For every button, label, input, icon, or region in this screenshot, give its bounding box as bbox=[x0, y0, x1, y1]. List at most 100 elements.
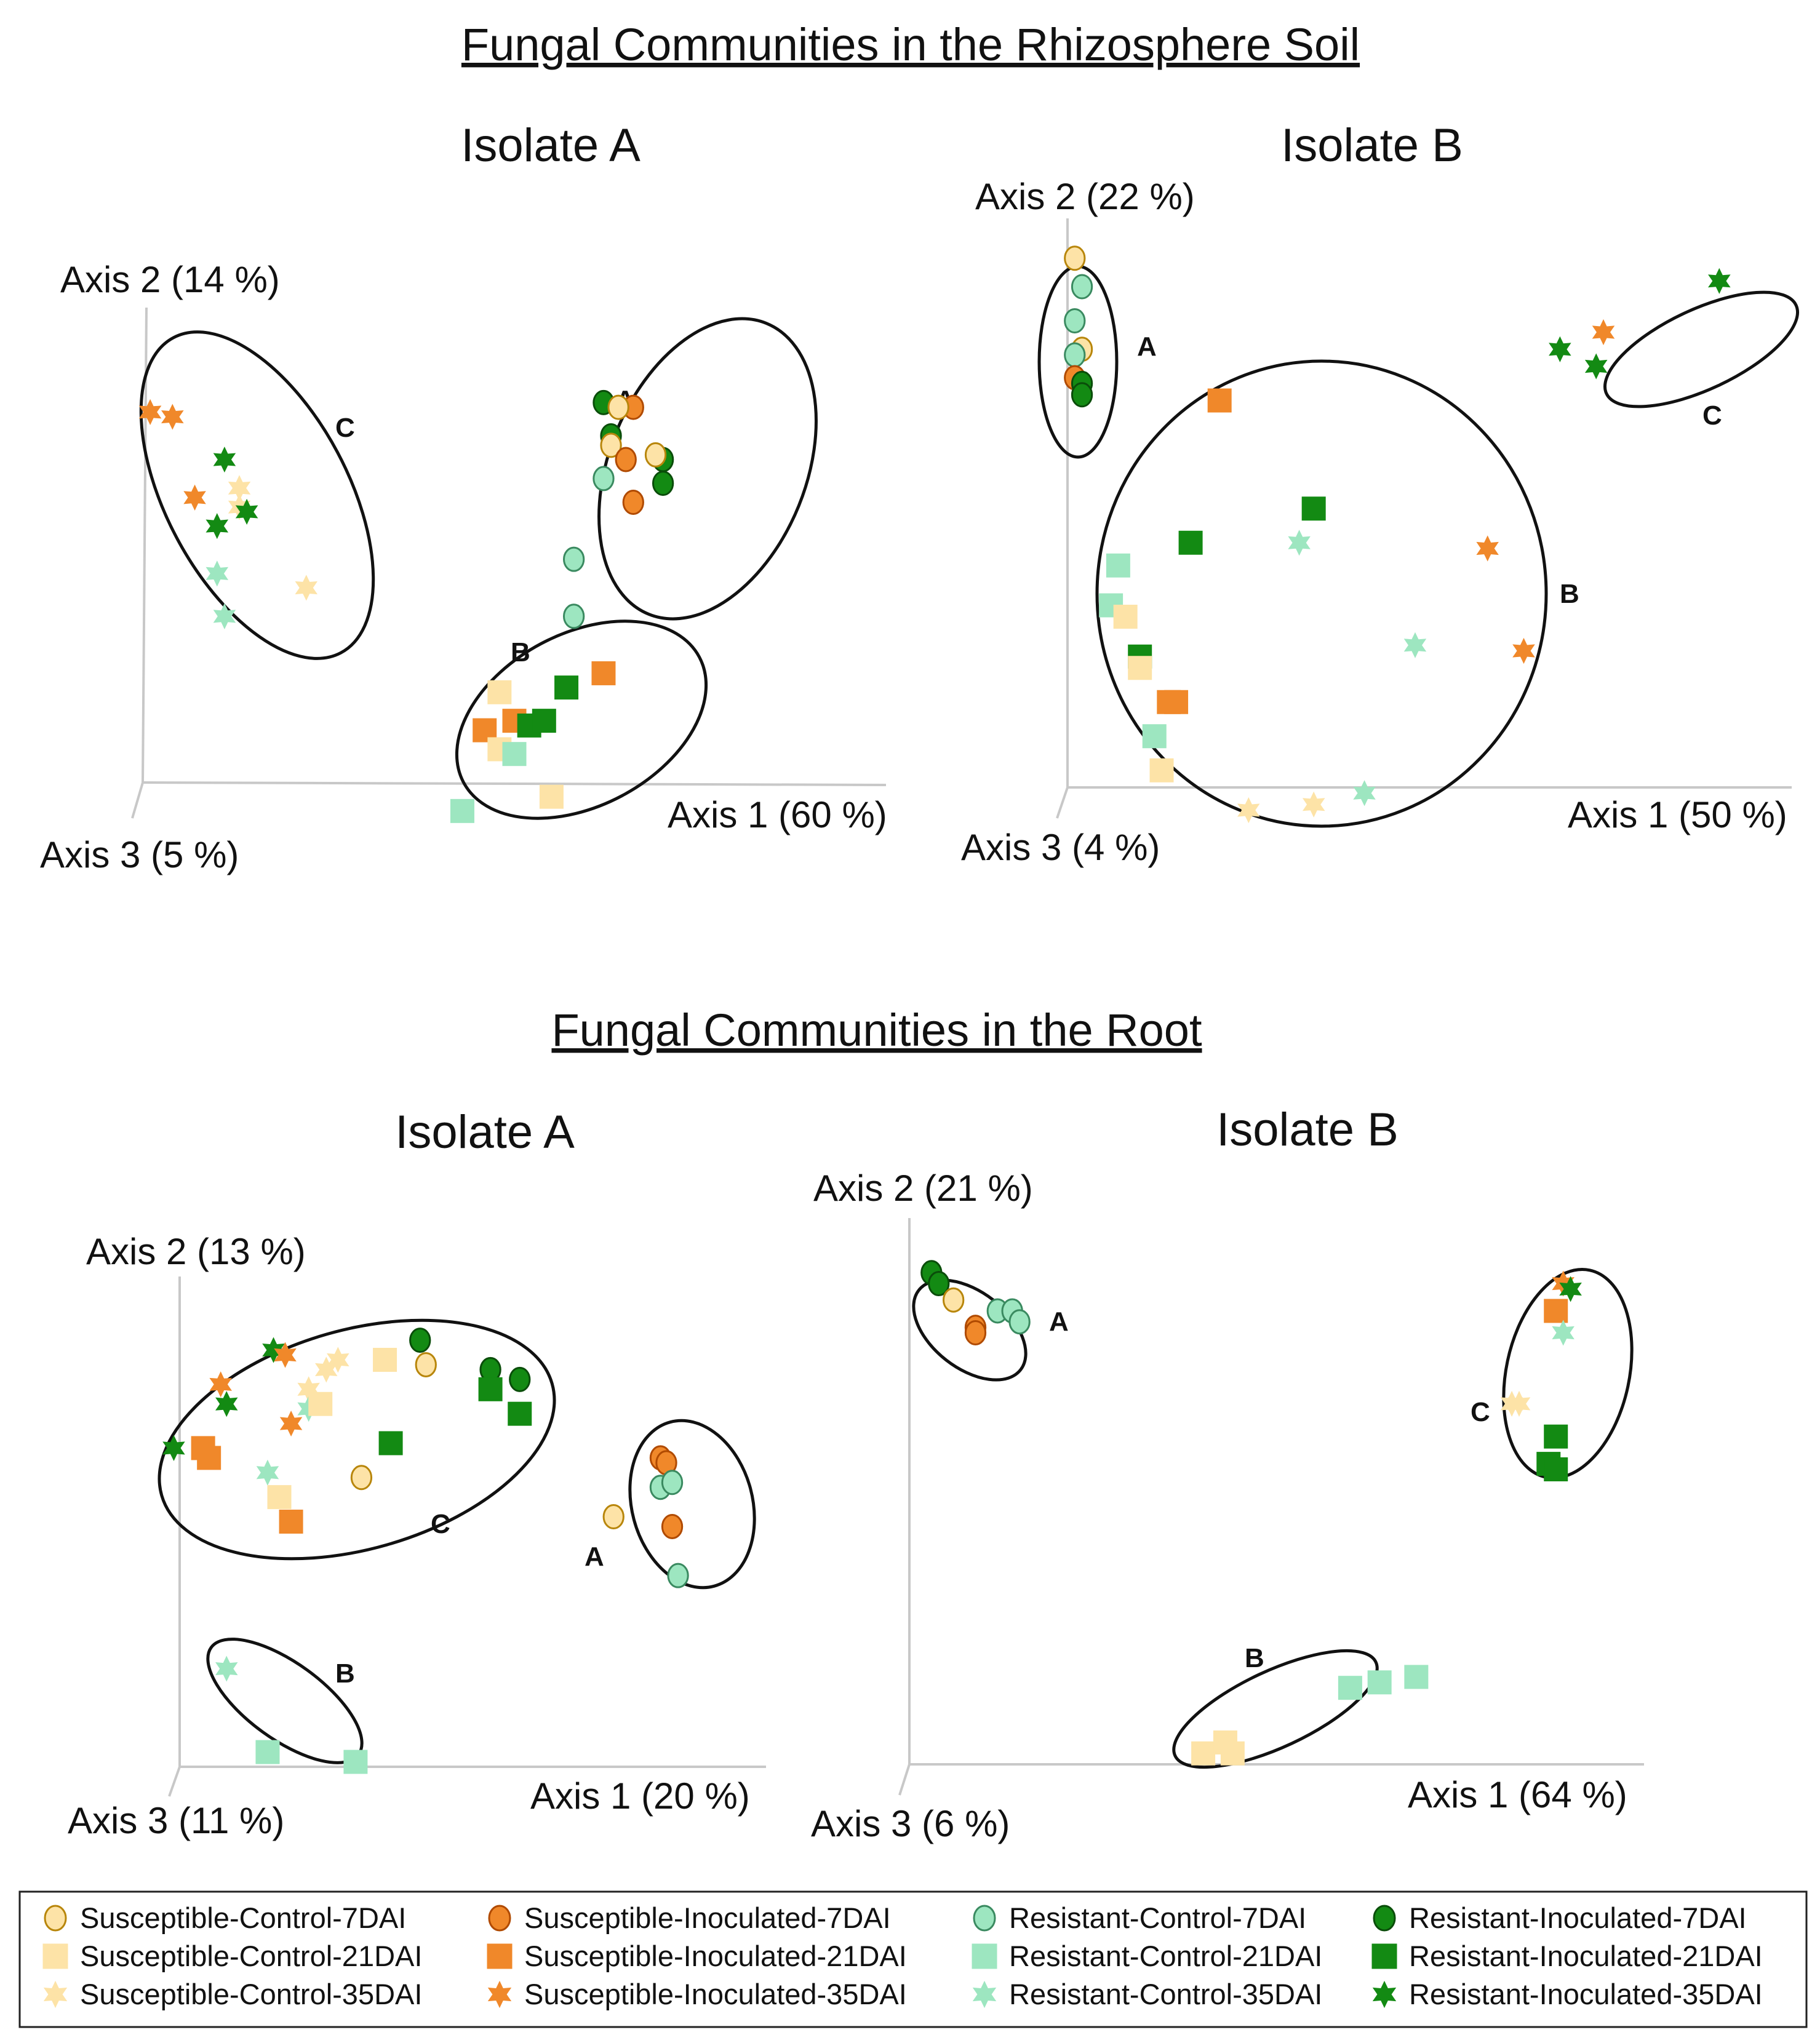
data-point bbox=[478, 1377, 503, 1401]
data-point bbox=[600, 432, 622, 458]
axis2-label: Axis 2 (14 %) bbox=[60, 259, 280, 300]
cluster-ellipse-b bbox=[455, 619, 708, 820]
data-points bbox=[1064, 245, 1731, 824]
data-point bbox=[1142, 724, 1167, 749]
axis1-label: Axis 1 (64 %) bbox=[1408, 1774, 1627, 1815]
data-point bbox=[262, 1337, 285, 1363]
legend-marker-rc35 bbox=[972, 1980, 997, 2009]
data-point bbox=[1064, 342, 1086, 368]
data-point bbox=[562, 546, 585, 572]
data-point bbox=[1128, 656, 1152, 680]
data-point bbox=[607, 394, 629, 420]
panel-root-isolate-b: Axis 2 (21 %) Axis 3 (6 %) Axis 1 (64 %)… bbox=[811, 1168, 1644, 1844]
legend-label: Resistant-Inoculated-21DAI bbox=[1409, 1940, 1763, 1972]
legend-marker-rc7 bbox=[973, 1905, 996, 1932]
data-point bbox=[256, 1459, 279, 1486]
data-point bbox=[350, 1465, 373, 1491]
data-point bbox=[508, 1401, 532, 1426]
legend-label: Susceptible-Inoculated-35DAI bbox=[524, 1978, 907, 2010]
legend-marker-sc7 bbox=[44, 1905, 67, 1932]
cluster-label-b: B bbox=[511, 637, 530, 667]
data-point bbox=[267, 1485, 292, 1510]
data-point bbox=[1338, 1676, 1362, 1700]
data-point bbox=[1592, 319, 1615, 346]
data-point bbox=[1191, 1741, 1216, 1766]
cluster-label-a: A bbox=[585, 1542, 604, 1572]
legend-label: Resistant-Control-21DAI bbox=[1009, 1940, 1322, 1972]
data-point bbox=[1237, 797, 1260, 824]
data-point bbox=[1707, 268, 1731, 294]
data-point bbox=[539, 784, 564, 809]
data-point bbox=[308, 1392, 333, 1416]
data-point bbox=[279, 1411, 303, 1437]
legend-marker-ri21 bbox=[1371, 1943, 1397, 1969]
data-point bbox=[1149, 758, 1174, 783]
data-point bbox=[502, 742, 527, 767]
data-point bbox=[554, 675, 579, 700]
data-point bbox=[1064, 308, 1086, 333]
axis1-line bbox=[142, 781, 887, 786]
data-point bbox=[343, 1750, 368, 1774]
axis2-label: Axis 2 (13 %) bbox=[86, 1231, 306, 1272]
data-point bbox=[532, 709, 556, 733]
data-point bbox=[1064, 245, 1086, 271]
data-point bbox=[215, 1391, 238, 1417]
data-point bbox=[1008, 1309, 1031, 1335]
legend-label: Resistant-Inoculated-7DAI bbox=[1409, 1902, 1747, 1934]
cluster-label-c: C bbox=[1471, 1397, 1490, 1427]
data-point bbox=[1106, 553, 1130, 578]
panel-title-root-isolate-a: Isolate A bbox=[395, 1106, 575, 1158]
data-point bbox=[162, 1435, 185, 1462]
axis3-label: Axis 3 (4 %) bbox=[961, 827, 1160, 868]
axis3-label: Axis 3 (11 %) bbox=[68, 1800, 284, 1841]
panel-root-isolate-a: Axis 2 (13 %) Axis 3 (11 %) Axis 1 (20 %… bbox=[68, 1231, 766, 1841]
data-point bbox=[138, 399, 162, 425]
legend-label: Susceptible-Control-21DAI bbox=[80, 1940, 422, 1972]
data-point bbox=[661, 1513, 684, 1539]
cluster-ellipse-b bbox=[1095, 359, 1548, 828]
axis1-label: Axis 1 (50 %) bbox=[1568, 794, 1787, 835]
data-point bbox=[1207, 388, 1232, 413]
data-point bbox=[1549, 336, 1571, 362]
data-point bbox=[622, 490, 644, 516]
data-point bbox=[1544, 1424, 1568, 1449]
data-point bbox=[644, 442, 667, 468]
axis1-label: Axis 1 (20 %) bbox=[530, 1775, 750, 1817]
legend-label: Susceptible-Control-35DAI bbox=[80, 1978, 422, 2010]
axis3-line bbox=[168, 1766, 181, 1797]
data-point bbox=[1552, 1320, 1575, 1346]
data-point bbox=[1544, 1299, 1568, 1323]
data-point bbox=[661, 1470, 684, 1495]
legend-label: Resistant-Inoculated-35DAI bbox=[1409, 1978, 1763, 2010]
legend-label: Susceptible-Control-7DAI bbox=[80, 1902, 406, 1934]
legend-label: Resistant-Control-35DAI bbox=[1009, 1978, 1322, 2010]
cluster-label-c: C bbox=[335, 413, 355, 443]
data-point bbox=[562, 603, 585, 629]
data-point bbox=[215, 1655, 238, 1682]
data-point bbox=[667, 1563, 689, 1588]
data-point bbox=[314, 1356, 338, 1383]
data-point bbox=[206, 513, 229, 540]
data-point bbox=[942, 1287, 965, 1313]
cluster-ellipse-c bbox=[1603, 290, 1800, 408]
axis3-line bbox=[1056, 787, 1069, 819]
data-point bbox=[1302, 791, 1325, 818]
data-point bbox=[279, 1510, 303, 1534]
cluster-label-b: B bbox=[1245, 1643, 1264, 1673]
data-point bbox=[1071, 274, 1093, 300]
data-point bbox=[1512, 637, 1535, 664]
data-point bbox=[295, 575, 318, 601]
legend-marker-si7 bbox=[488, 1905, 511, 1932]
data-point bbox=[409, 1328, 431, 1353]
data-point bbox=[1367, 1670, 1392, 1695]
data-point bbox=[197, 1446, 222, 1470]
data-point bbox=[326, 1347, 349, 1373]
legend-label: Susceptible-Inoculated-7DAI bbox=[524, 1902, 891, 1934]
data-point bbox=[213, 446, 236, 473]
axis3-line bbox=[898, 1764, 911, 1796]
panel-title-root-isolate-b: Isolate B bbox=[1216, 1104, 1399, 1156]
data-point bbox=[509, 1366, 531, 1392]
data-points bbox=[920, 1260, 1582, 1766]
cluster-ellipse-a bbox=[628, 1419, 756, 1590]
